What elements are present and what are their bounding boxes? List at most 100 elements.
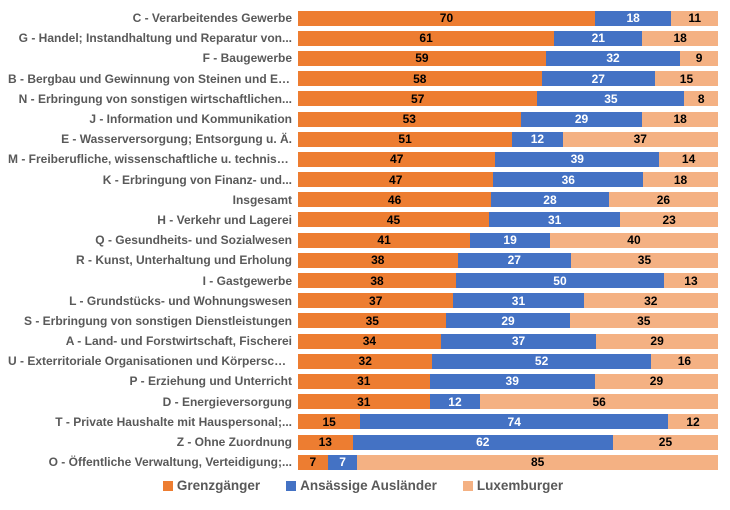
bar-track: 343729 bbox=[298, 334, 718, 349]
bar-segment-auslaender: 39 bbox=[430, 374, 595, 389]
chart-row: U - Exterritoriale Organisationen und Kö… bbox=[8, 351, 718, 371]
bar-segment-grenzgaenger: 38 bbox=[298, 253, 458, 268]
bar-segment-grenzgaenger: 41 bbox=[298, 233, 470, 248]
bar-segment-luxemburger: 37 bbox=[563, 132, 718, 147]
chart-legend: GrenzgängerAnsässige AusländerLuxemburge… bbox=[8, 478, 718, 493]
bar-segment-luxemburger: 32 bbox=[584, 293, 718, 308]
bar-track: 411940 bbox=[298, 233, 718, 248]
bar-track: 59329 bbox=[298, 51, 718, 66]
chart-row: J - Information und Kommunikation532918 bbox=[8, 109, 718, 129]
row-label: G - Handel; Instandhaltung und Reparatur… bbox=[8, 31, 298, 45]
bar-segment-auslaender: 12 bbox=[430, 394, 481, 409]
bar-segment-auslaender: 52 bbox=[432, 354, 650, 369]
bar-segment-grenzgaenger: 45 bbox=[298, 212, 489, 227]
bar-segment-luxemburger: 35 bbox=[571, 253, 718, 268]
bar-segment-auslaender: 19 bbox=[470, 233, 550, 248]
bar-segment-auslaender: 7 bbox=[328, 455, 358, 470]
row-label: K - Erbringung von Finanz- und... bbox=[8, 173, 298, 187]
bar-segment-auslaender: 18 bbox=[595, 11, 671, 26]
bar-segment-grenzgaenger: 61 bbox=[298, 31, 554, 46]
row-label: P - Erziehung und Unterricht bbox=[8, 374, 298, 388]
bar-track: 157412 bbox=[298, 414, 718, 429]
chart-row: F - Baugewerbe59329 bbox=[8, 48, 718, 68]
bar-track: 385013 bbox=[298, 273, 718, 288]
bar-segment-luxemburger: 35 bbox=[570, 313, 718, 328]
bar-track: 473914 bbox=[298, 152, 718, 167]
bar-segment-grenzgaenger: 47 bbox=[298, 152, 495, 167]
bar-track: 313929 bbox=[298, 374, 718, 389]
bar-segment-auslaender: 27 bbox=[458, 253, 571, 268]
bar-track: 532918 bbox=[298, 112, 718, 127]
legend-item-luxemburger: Luxemburger bbox=[463, 478, 563, 493]
bar-segment-luxemburger: 8 bbox=[684, 91, 718, 106]
bar-segment-auslaender: 32 bbox=[546, 51, 680, 66]
row-label: M - Freiberufliche, wissenschaftliche u.… bbox=[8, 152, 298, 166]
bar-track: 311256 bbox=[298, 394, 718, 409]
bar-segment-luxemburger: 23 bbox=[620, 212, 718, 227]
bar-track: 352935 bbox=[298, 313, 718, 328]
chart-row: M - Freiberufliche, wissenschaftliche u.… bbox=[8, 149, 718, 169]
row-label: C - Verarbeitendes Gewerbe bbox=[8, 11, 298, 25]
bar-segment-luxemburger: 26 bbox=[609, 192, 718, 207]
bar-track: 462826 bbox=[298, 192, 718, 207]
bar-track: 701811 bbox=[298, 11, 718, 26]
bar-segment-luxemburger: 18 bbox=[643, 172, 718, 187]
row-label: O - Öffentliche Verwaltung, Verteidigung… bbox=[8, 455, 298, 469]
bar-segment-luxemburger: 40 bbox=[550, 233, 718, 248]
bar-segment-auslaender: 31 bbox=[453, 293, 583, 308]
chart-row: Z - Ohne Zuordnung136225 bbox=[8, 432, 718, 452]
bar-segment-luxemburger: 18 bbox=[642, 112, 718, 127]
legend-swatch bbox=[163, 481, 173, 491]
chart-row: K - Erbringung von Finanz- und...473618 bbox=[8, 170, 718, 190]
bar-segment-auslaender: 39 bbox=[495, 152, 659, 167]
row-label: I - Gastgewerbe bbox=[8, 274, 298, 288]
bar-segment-luxemburger: 14 bbox=[659, 152, 718, 167]
row-label: Q - Gesundheits- und Sozialwesen bbox=[8, 233, 298, 247]
bar-segment-auslaender: 29 bbox=[521, 112, 643, 127]
bar-track: 473618 bbox=[298, 172, 718, 187]
bar-segment-luxemburger: 25 bbox=[613, 435, 718, 450]
bar-segment-auslaender: 74 bbox=[360, 414, 668, 429]
chart-row: Q - Gesundheits- und Sozialwesen411940 bbox=[8, 230, 718, 250]
bar-segment-grenzgaenger: 31 bbox=[298, 394, 430, 409]
bar-segment-auslaender: 37 bbox=[441, 334, 596, 349]
row-label: H - Verkehr und Lagerei bbox=[8, 213, 298, 227]
chart-row: L - Grundstücks- und Wohnungswesen373132 bbox=[8, 291, 718, 311]
bar-segment-grenzgaenger: 38 bbox=[298, 273, 456, 288]
bar-segment-luxemburger: 12 bbox=[668, 414, 718, 429]
bar-segment-grenzgaenger: 15 bbox=[298, 414, 360, 429]
bar-segment-luxemburger: 15 bbox=[655, 71, 718, 86]
bar-track: 453123 bbox=[298, 212, 718, 227]
bar-track: 325216 bbox=[298, 354, 718, 369]
chart-row: O - Öffentliche Verwaltung, Verteidigung… bbox=[8, 452, 718, 472]
chart-row: R - Kunst, Unterhaltung und Erholung3827… bbox=[8, 250, 718, 270]
row-label: A - Land- und Forstwirtschaft, Fischerei bbox=[8, 334, 298, 348]
bar-segment-grenzgaenger: 35 bbox=[298, 313, 446, 328]
bar-segment-auslaender: 36 bbox=[493, 172, 643, 187]
legend-swatch bbox=[286, 481, 296, 491]
bar-segment-auslaender: 31 bbox=[489, 212, 621, 227]
bar-segment-auslaender: 21 bbox=[554, 31, 642, 46]
bar-segment-luxemburger: 18 bbox=[642, 31, 718, 46]
bar-segment-auslaender: 28 bbox=[491, 192, 609, 207]
bar-segment-grenzgaenger: 47 bbox=[298, 172, 493, 187]
bar-segment-grenzgaenger: 13 bbox=[298, 435, 353, 450]
row-label: S - Erbringung von sonstigen Dienstleist… bbox=[8, 314, 298, 328]
bar-segment-grenzgaenger: 51 bbox=[298, 132, 512, 147]
bar-segment-luxemburger: 29 bbox=[596, 334, 718, 349]
legend-swatch bbox=[463, 481, 473, 491]
bar-segment-auslaender: 35 bbox=[537, 91, 684, 106]
chart-row: H - Verkehr und Lagerei453123 bbox=[8, 210, 718, 230]
bar-segment-grenzgaenger: 46 bbox=[298, 192, 491, 207]
row-label: B - Bergbau und Gewinnung von Steinen un… bbox=[8, 72, 298, 86]
bar-segment-auslaender: 27 bbox=[542, 71, 655, 86]
bar-segment-luxemburger: 29 bbox=[595, 374, 718, 389]
chart-row: E - Wasserversorgung; Entsorgung u. Ä.51… bbox=[8, 129, 718, 149]
row-label: R - Kunst, Unterhaltung und Erholung bbox=[8, 253, 298, 267]
legend-label: Luxemburger bbox=[477, 478, 563, 493]
bar-track: 582715 bbox=[298, 71, 718, 86]
bar-segment-grenzgaenger: 34 bbox=[298, 334, 441, 349]
bar-track: 511237 bbox=[298, 132, 718, 147]
bar-segment-grenzgaenger: 53 bbox=[298, 112, 521, 127]
bar-segment-grenzgaenger: 37 bbox=[298, 293, 453, 308]
